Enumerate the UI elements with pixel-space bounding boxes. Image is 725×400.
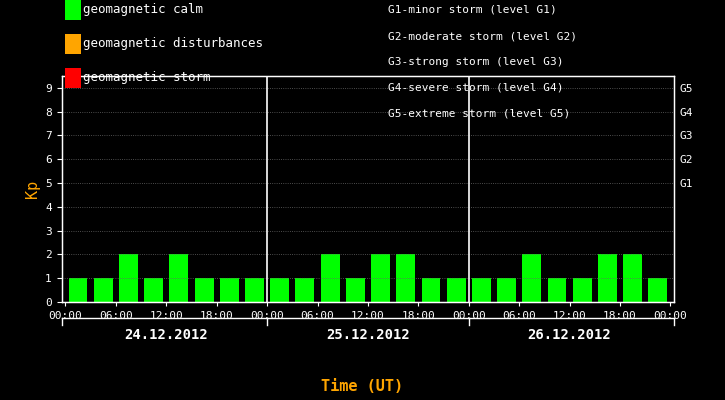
Text: G2-moderate storm (level G2): G2-moderate storm (level G2) <box>388 31 577 41</box>
Bar <box>194 278 214 302</box>
Bar <box>320 254 339 302</box>
Text: 25.12.2012: 25.12.2012 <box>326 328 410 342</box>
Bar <box>447 278 465 302</box>
Bar <box>397 254 415 302</box>
Text: G3-strong storm (level G3): G3-strong storm (level G3) <box>388 57 563 67</box>
Bar <box>94 278 112 302</box>
Bar <box>69 278 88 302</box>
Text: geomagnetic calm: geomagnetic calm <box>83 4 204 16</box>
Bar <box>648 278 667 302</box>
Bar <box>270 278 289 302</box>
Text: G1-minor storm (level G1): G1-minor storm (level G1) <box>388 5 557 15</box>
Bar <box>220 278 239 302</box>
Text: geomagnetic storm: geomagnetic storm <box>83 72 211 84</box>
Bar <box>245 278 264 302</box>
Bar <box>346 278 365 302</box>
Text: G4-severe storm (level G4): G4-severe storm (level G4) <box>388 83 563 93</box>
Bar <box>421 278 440 302</box>
Bar <box>547 278 566 302</box>
Bar <box>296 278 315 302</box>
Bar <box>573 278 592 302</box>
Y-axis label: Kp: Kp <box>25 180 40 198</box>
Bar <box>472 278 491 302</box>
Text: geomagnetic disturbances: geomagnetic disturbances <box>83 38 263 50</box>
Bar <box>497 278 516 302</box>
Text: Time (UT): Time (UT) <box>321 379 404 394</box>
Bar <box>119 254 138 302</box>
Text: 24.12.2012: 24.12.2012 <box>125 328 208 342</box>
Bar <box>598 254 617 302</box>
Text: G5-extreme storm (level G5): G5-extreme storm (level G5) <box>388 109 570 119</box>
Bar <box>371 254 390 302</box>
Bar <box>522 254 542 302</box>
Bar <box>144 278 163 302</box>
Bar <box>624 254 642 302</box>
Text: 26.12.2012: 26.12.2012 <box>528 328 611 342</box>
Bar <box>170 254 188 302</box>
